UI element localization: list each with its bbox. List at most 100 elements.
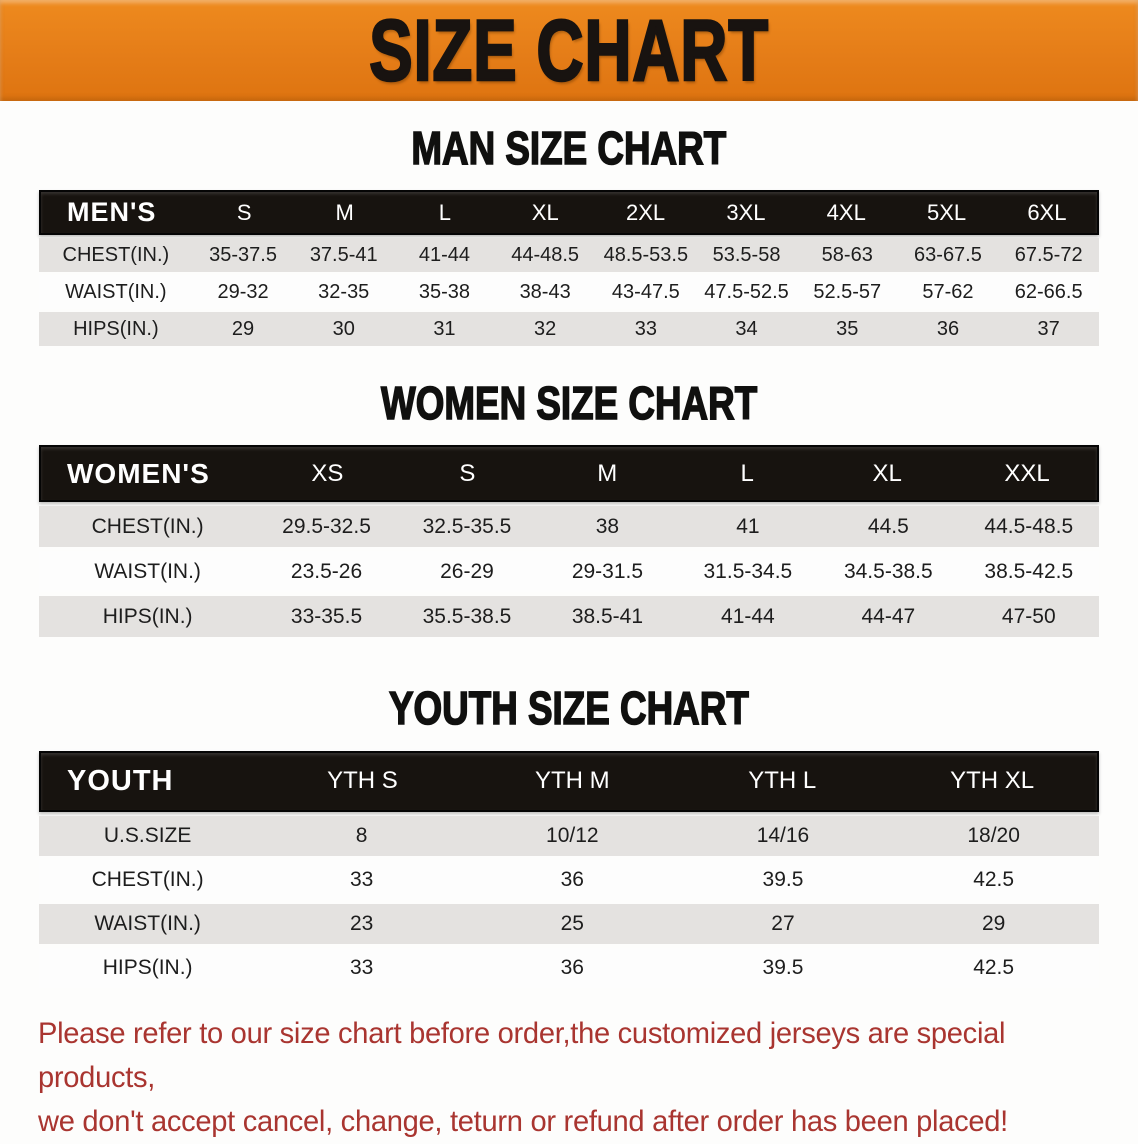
men-column-header-6: 4XL [826,199,866,225]
men-value-2-0: 29 [231,317,255,340]
men-value-2-5: 34 [735,317,758,340]
men-row-label-0: CHEST(IN.) [62,243,170,266]
youth-value-0-3: 18/20 [967,823,1020,847]
women-value-2-5: 47-50 [1001,604,1056,628]
youth-row-label-0: U.S.SIZE [103,823,192,847]
men-value-1-1: 32-35 [318,280,370,303]
section-men: MEN'S S M L XL 2XL 3XL 4XL 5XL 6XL CHEST(IN.) 35-37… [0,190,1138,347]
men-column-header-0: S [236,199,252,225]
women-column-header-5: XXL [1004,459,1050,487]
youth-value-3-0: 33 [349,955,374,979]
youth-row-label-1: CHEST(IN.) [91,867,204,891]
youth-value-2-1: 25 [560,911,584,935]
men-size-table: MEN'S S M L XL 2XL 3XL 4XL 5XL 6XL CHEST(IN.) 35-37… [39,190,1099,347]
men-value-0-4: 48.5-53.5 [603,243,689,266]
men-value-0-3: 44-48.5 [511,243,580,266]
youth-value-0-0: 8 [355,823,368,847]
youth-value-3-2: 39.5 [762,955,804,979]
men-table-row-2: HIPS(IN.) 29 30 31 32 33 34 35 36 37 [39,312,1099,347]
women-table-row-0: CHEST(IN.) 29.5-32.5 32.5-35.5 38 41 44.5 44.5… [39,506,1099,548]
youth-value-2-2: 27 [771,911,795,935]
men-value-0-8: 67.5-72 [1014,243,1083,266]
men-value-2-8: 37 [1037,317,1060,340]
youth-value-1-0: 33 [349,867,374,891]
men-column-header-8: 6XL [1027,199,1067,225]
women-table-row-2: HIPS(IN.) 33-35.5 35.5-38.5 38.5-41 41-44 44-… [39,596,1099,638]
youth-size-table: YOUTH YTH S YTH M YTH L YTH XL U.S.SIZE 8 10/12… [39,750,1099,988]
women-row-label-2: HIPS(IN.) [102,604,193,628]
men-column-header-5: 3XL [726,199,766,225]
footer-disclaimer-line2: we don't accept cancel, change, teturn o… [38,1104,1008,1138]
men-column-header-2: L [438,199,452,225]
size-chart-content: MAN SIZE CHART MEN'S S M L XL 2XL 3XL 4XL 5XL 6XL… [0,121,1138,1144]
women-value-0-2: 38 [595,514,620,538]
youth-value-1-2: 39.5 [762,867,804,891]
women-row-label-1: WAIST(IN.) [94,559,201,583]
youth-column-header-3: YTH XL [950,767,1035,795]
men-value-2-7: 36 [936,317,960,340]
men-value-1-3: 38-43 [519,280,571,303]
women-table-header: WOMEN'S XS S M L XL XXL [39,445,1099,503]
women-group-label: WOMEN'S [67,457,210,489]
men-section-heading: MAN SIZE CHART [411,121,727,175]
banner-title: SIZE CHART [368,2,769,99]
footer-disclaimer-line1: Please refer to our size chart before or… [38,1016,1006,1094]
banner: SIZE CHART [0,0,1138,101]
footer-disclaimer: Please refer to our size chart before or… [38,1012,1068,1144]
youth-value-1-1: 36 [560,867,584,891]
men-value-0-0: 35-37.5 [209,243,277,266]
women-size-table: WOMEN'S XS S M L XL XXL CHEST(IN.) 29.5-32.5 32.5… [39,445,1099,638]
youth-column-header-2: YTH L [748,767,817,795]
youth-table-row-0: U.S.SIZE 8 10/12 14/16 18/20 [39,815,1099,856]
women-value-0-5: 44.5-48.5 [984,514,1074,538]
men-value-2-4: 33 [634,317,657,340]
youth-value-1-3: 42.5 [973,867,1015,891]
men-value-1-8: 62-66.5 [1014,280,1083,303]
women-value-0-0: 29.5-32.5 [282,514,371,538]
youth-column-header-1: YTH M [534,767,610,795]
women-column-header-4: XL [872,459,902,487]
men-value-0-6: 58-63 [821,243,873,266]
youth-row-label-3: HIPS(IN.) [102,955,193,979]
men-value-0-1: 37.5-41 [309,243,378,266]
men-column-header-7: 5XL [926,199,967,225]
women-value-2-3: 41-44 [721,604,775,628]
women-value-2-4: 44-47 [861,604,916,628]
men-table-row-0: CHEST(IN.) 35-37.5 37.5-41 41-44 44-48.5 48.5… [39,238,1099,273]
women-table-row-1: WAIST(IN.) 23.5-26 26-29 29-31.5 31.5-34.5 34… [39,551,1099,593]
men-value-0-7: 63-67.5 [914,243,982,266]
women-value-0-1: 32.5-35.5 [422,514,512,538]
men-value-2-6: 35 [836,317,859,340]
women-value-2-1: 35.5-38.5 [422,604,512,628]
women-value-2-2: 38.5-41 [571,604,644,628]
youth-column-header-0: YTH S [327,767,398,795]
men-value-0-2: 41-44 [418,243,471,266]
men-row-label-2: HIPS(IN.) [73,317,159,340]
men-value-1-0: 29-32 [217,280,269,303]
men-value-1-2: 35-38 [418,280,471,303]
women-value-1-4: 34.5-38.5 [843,559,933,583]
men-column-header-4: 2XL [626,199,666,225]
youth-section-heading: YOUTH SIZE CHART [388,682,749,736]
men-value-0-5: 53.5-58 [712,243,781,266]
women-value-1-3: 31.5-34.5 [703,559,793,583]
men-row-label-1: WAIST(IN.) [65,280,167,303]
youth-value-0-2: 14/16 [756,823,810,847]
men-table-header: MEN'S S M L XL 2XL 3XL 4XL 5XL 6XL [39,190,1099,236]
section-youth: YOUTH YTH S YTH M YTH L YTH XL U.S.SIZE 8 10/12… [0,750,1138,988]
men-value-2-1: 30 [332,317,355,340]
youth-group-label: YOUTH [67,764,174,797]
men-column-header-1: M [335,199,354,225]
youth-table-header: YOUTH YTH S YTH M YTH L YTH XL [39,750,1099,812]
youth-table-row-1: CHEST(IN.) 33 36 39.5 42.5 [39,859,1099,900]
women-column-header-2: M [597,459,618,487]
youth-table-row-3: HIPS(IN.) 33 36 39.5 42.5 [39,947,1099,988]
youth-value-3-3: 42.5 [973,955,1015,979]
youth-value-0-1: 10/12 [546,823,599,847]
women-value-0-3: 41 [736,514,760,538]
women-column-header-1: S [459,459,476,487]
men-table-row-1: WAIST(IN.) 29-32 32-35 35-38 38-43 43-47.5 47.… [39,275,1099,310]
men-column-header-3: XL [531,199,559,225]
women-section-heading: WOMEN SIZE CHART [380,376,758,430]
women-value-1-2: 29-31.5 [571,559,644,583]
